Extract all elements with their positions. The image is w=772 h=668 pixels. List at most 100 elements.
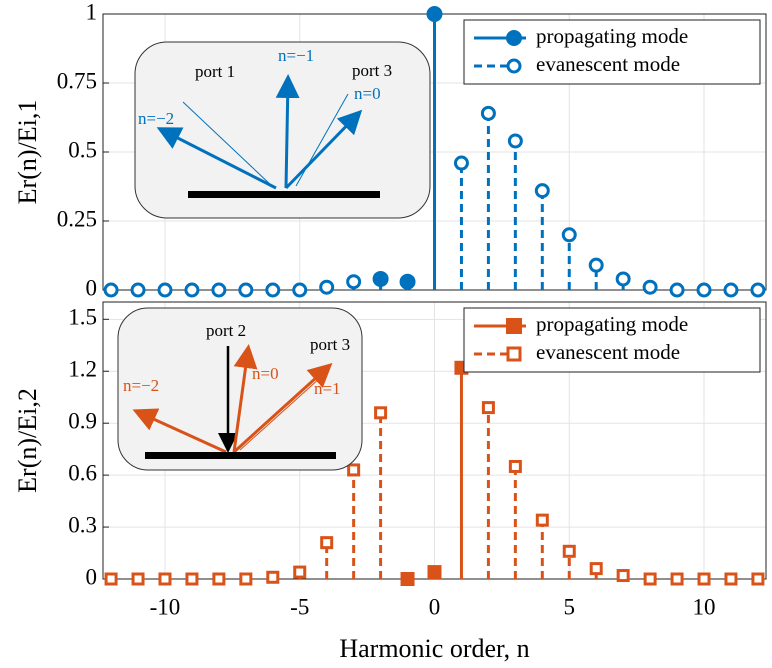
marker [131,572,145,586]
y-tick-label: 1.2 [68,357,97,382]
annotation: n=−2 [123,376,159,395]
x-tick-label: -10 [150,594,181,619]
inset-bottom: port 2 n=0 port 3 n=1 n=−2 [117,307,363,471]
marker [669,282,685,298]
marker [293,565,307,579]
marker [696,282,712,298]
y-tick-label: 0.5 [68,137,97,162]
marker [185,572,199,586]
y-axis-label: Er(n)/Ei,2 [13,388,42,493]
inset-box [134,41,431,219]
surface [145,452,336,459]
x-tick-label: 5 [564,594,576,619]
annotation: n=0 [252,364,279,383]
marker [346,274,362,290]
marker [103,282,119,298]
marker [400,572,415,586]
arrow [232,344,258,453]
legend-marker [506,318,522,334]
annotation: n=−2 [138,109,174,128]
marker [319,279,335,295]
annotation: n=1 [314,379,341,398]
ray [239,377,321,451]
marker [616,569,630,583]
legend: propagating mode evanescent mode [463,19,761,85]
legend-label: propagating mode [536,312,688,336]
marker [697,572,711,586]
marker [453,155,469,171]
y-tick-label: 1.5 [68,305,97,330]
marker [507,133,523,149]
chart: 0 0.25 0.5 0.75 1 Er(n)/Ei,1 propagating mode e… [13,0,767,300]
incident-ray [182,101,273,187]
x-tick-label: -5 [290,594,309,619]
marker [508,459,522,473]
marker [751,572,765,586]
y-tick-label: 0.75 [57,68,97,93]
marker [589,562,603,576]
arrow [132,408,227,454]
annotation: port 3 [310,335,350,354]
marker [239,572,253,586]
marker [643,572,657,586]
surface [188,191,380,198]
marker [562,544,576,558]
legend-label: evanescent mode [536,340,680,364]
arrow [284,109,363,190]
arrow [275,74,300,189]
annotation: port 3 [352,61,392,80]
marker [535,513,549,527]
legend-label: propagating mode [536,24,688,48]
marker [399,273,416,290]
marker [266,570,280,584]
arrow [232,362,333,454]
y-tick-label: 0 [86,564,98,589]
x-tick-label: 10 [693,594,716,619]
marker [347,463,361,477]
marker [158,572,172,586]
marker [157,282,173,298]
marker [426,6,443,22]
marker [750,282,766,298]
y-tick-label: 0.6 [68,460,97,485]
annotation: n=0 [354,84,381,103]
arrow [156,127,277,190]
marker [238,282,254,298]
marker [427,565,442,580]
y-axis-label: Er(n)/Ei,1 [13,100,42,205]
y-tick-label: 0.25 [57,206,97,231]
marker [292,282,308,298]
annotation: port 1 [195,62,235,81]
legend-marker [506,346,522,362]
annotation: n=−1 [278,46,314,65]
marker [534,183,550,199]
marker [561,227,577,243]
marker [184,282,200,298]
inset-top: port 1 n=−1 port 3 n=0 n=−2 [134,41,431,219]
marker [480,105,496,121]
marker [615,271,631,287]
marker [320,536,334,550]
marker [211,282,227,298]
legend-marker [506,30,522,46]
marker [212,572,226,586]
legend-marker [506,58,522,74]
marker [670,572,684,586]
marker [265,282,281,298]
x-tick-label: 0 [429,594,441,619]
annotation: port 2 [206,321,246,340]
marker [374,406,388,420]
marker [481,401,495,415]
marker [642,279,658,295]
marker [723,282,739,298]
marker [724,572,738,586]
x-axis-label: Harmonic order, n [339,634,529,663]
y-tick-label: 0 [86,275,98,300]
marker [130,282,146,298]
y-tick-label: 0.3 [68,512,97,537]
marker [588,257,604,273]
marker [104,572,118,586]
legend: propagating mode evanescent mode [463,307,761,373]
marker [372,270,389,287]
